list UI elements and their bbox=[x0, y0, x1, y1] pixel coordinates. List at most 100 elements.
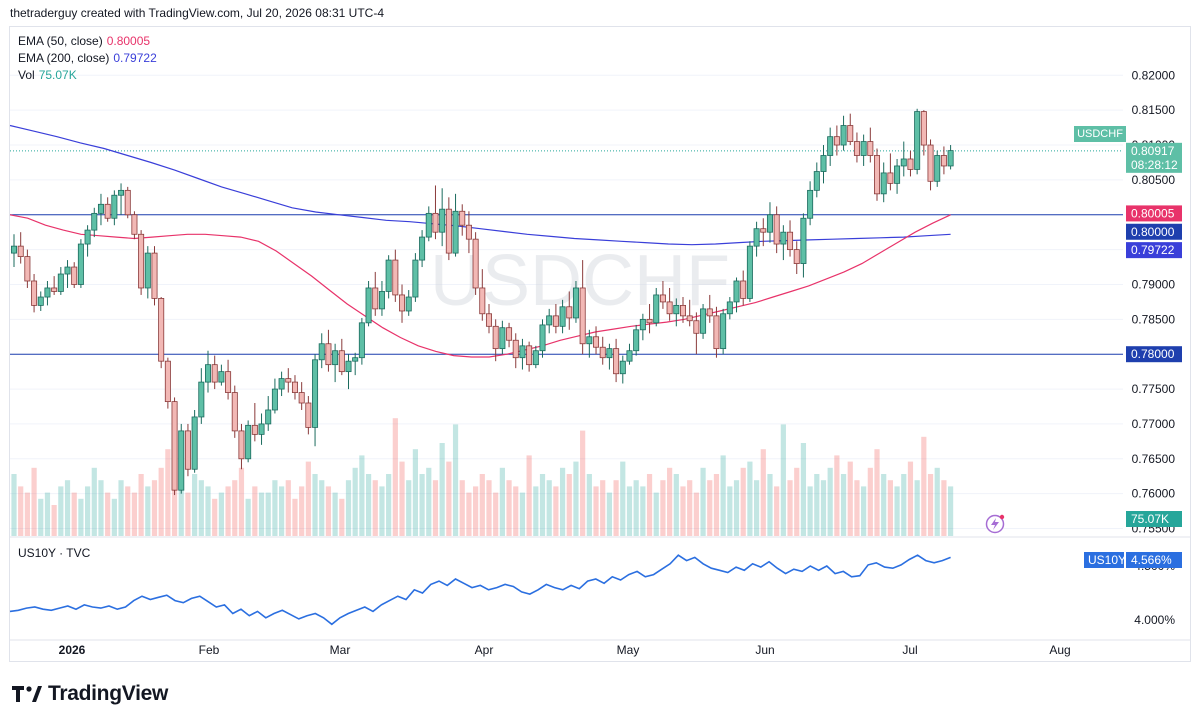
candle-body[interactable] bbox=[740, 280, 747, 299]
candle-body[interactable] bbox=[231, 392, 238, 432]
candle-body[interactable] bbox=[365, 287, 372, 324]
candle-body[interactable] bbox=[613, 348, 620, 375]
candle-body[interactable] bbox=[84, 229, 91, 245]
candle-body[interactable] bbox=[37, 296, 44, 306]
candle-body[interactable] bbox=[251, 424, 258, 435]
candle-body[interactable] bbox=[940, 155, 947, 167]
candle-body[interactable] bbox=[238, 430, 245, 460]
candle-body[interactable] bbox=[673, 304, 680, 315]
candle-body[interactable] bbox=[118, 189, 125, 196]
candle-body[interactable] bbox=[298, 392, 305, 404]
candle-body[interactable] bbox=[780, 231, 787, 245]
candle-body[interactable] bbox=[646, 318, 653, 324]
candle-body[interactable] bbox=[532, 350, 539, 366]
candle-body[interactable] bbox=[920, 111, 927, 146]
candle-body[interactable] bbox=[465, 224, 472, 240]
candle-body[interactable] bbox=[97, 203, 104, 214]
candle-body[interactable] bbox=[352, 357, 359, 362]
candle-body[interactable] bbox=[64, 266, 71, 275]
candle-body[interactable] bbox=[432, 212, 439, 233]
candle-body[interactable] bbox=[874, 155, 881, 195]
candle-body[interactable] bbox=[285, 378, 292, 383]
legend-ema50[interactable]: EMA (50, close) 0.80005 bbox=[18, 34, 150, 48]
candle-body[interactable] bbox=[626, 350, 633, 362]
candle-body[interactable] bbox=[425, 212, 432, 238]
candle-body[interactable] bbox=[225, 371, 232, 393]
candle-body[interactable] bbox=[860, 141, 867, 156]
candle-body[interactable] bbox=[57, 273, 64, 292]
candle-body[interactable] bbox=[178, 430, 185, 491]
candle-body[interactable] bbox=[158, 298, 165, 362]
candle-body[interactable] bbox=[820, 155, 827, 172]
candle-body[interactable] bbox=[572, 287, 579, 319]
candle-body[interactable] bbox=[245, 424, 252, 460]
candle-body[interactable] bbox=[372, 287, 379, 310]
candle-body[interactable] bbox=[104, 203, 111, 219]
candle-body[interactable] bbox=[291, 381, 298, 393]
candle-body[interactable] bbox=[887, 172, 894, 184]
candle-body[interactable] bbox=[506, 327, 513, 341]
candle-body[interactable] bbox=[680, 304, 687, 317]
candle-body[interactable] bbox=[445, 208, 452, 254]
candle-body[interactable] bbox=[619, 360, 626, 375]
candle-body[interactable] bbox=[579, 287, 586, 345]
us10y-line[interactable] bbox=[9, 554, 951, 626]
candle-body[interactable] bbox=[706, 308, 713, 317]
candle-body[interactable] bbox=[218, 371, 225, 383]
candle-body[interactable] bbox=[318, 343, 325, 361]
candle-body[interactable] bbox=[71, 266, 78, 285]
candle-body[interactable] bbox=[419, 236, 426, 261]
candle-body[interactable] bbox=[312, 359, 319, 428]
candle-body[interactable] bbox=[566, 306, 573, 319]
candle-body[interactable] bbox=[144, 252, 151, 289]
candle-body[interactable] bbox=[171, 401, 178, 491]
candle-body[interactable] bbox=[211, 364, 218, 383]
candle-body[interactable] bbox=[131, 214, 138, 235]
candle-body[interactable] bbox=[720, 313, 727, 350]
candle-body[interactable] bbox=[265, 409, 272, 425]
candle-body[interactable] bbox=[559, 306, 566, 327]
candle-body[interactable] bbox=[546, 315, 553, 326]
candle-body[interactable] bbox=[787, 231, 794, 251]
candle-body[interactable] bbox=[693, 320, 700, 334]
candle-body[interactable] bbox=[914, 111, 921, 170]
candle-body[interactable] bbox=[258, 423, 265, 435]
candle-body[interactable] bbox=[412, 259, 419, 298]
candle-body[interactable] bbox=[485, 313, 492, 327]
candle-body[interactable] bbox=[934, 155, 941, 182]
candle-body[interactable] bbox=[907, 158, 914, 170]
candle-body[interactable] bbox=[191, 416, 198, 470]
candle-body[interactable] bbox=[947, 150, 954, 167]
candle-body[interactable] bbox=[184, 430, 191, 470]
candle-body[interactable] bbox=[599, 346, 606, 359]
candle-body[interactable] bbox=[766, 214, 773, 233]
candle-body[interactable] bbox=[499, 327, 506, 350]
lightning-alert-icon[interactable] bbox=[985, 514, 1005, 534]
candle-body[interactable] bbox=[867, 141, 874, 156]
candle-body[interactable] bbox=[24, 256, 31, 282]
candle-body[interactable] bbox=[492, 325, 499, 350]
candle-body[interactable] bbox=[593, 336, 600, 348]
candle-body[interactable] bbox=[894, 165, 901, 184]
candle-body[interactable] bbox=[686, 315, 693, 322]
candle-body[interactable] bbox=[459, 210, 466, 226]
candle-body[interactable] bbox=[405, 296, 412, 312]
candle-body[interactable] bbox=[111, 194, 118, 219]
candle-body[interactable] bbox=[399, 294, 406, 312]
candle-body[interactable] bbox=[338, 350, 345, 373]
candle-body[interactable] bbox=[793, 249, 800, 264]
candle-body[interactable] bbox=[378, 291, 385, 310]
candle-body[interactable] bbox=[138, 233, 145, 289]
candle-body[interactable] bbox=[151, 252, 158, 299]
candle-body[interactable] bbox=[358, 322, 365, 359]
candle-body[interactable] bbox=[746, 245, 753, 299]
candle-body[interactable] bbox=[91, 212, 98, 231]
candle-body[interactable] bbox=[17, 245, 24, 257]
candle-body[interactable] bbox=[271, 388, 278, 411]
candle-body[interactable] bbox=[205, 364, 212, 383]
candle-body[interactable] bbox=[332, 350, 339, 366]
candle-body[interactable] bbox=[639, 318, 646, 331]
candle-body[interactable] bbox=[760, 228, 767, 233]
candle-body[interactable] bbox=[512, 339, 519, 359]
candle-body[interactable] bbox=[439, 208, 446, 233]
